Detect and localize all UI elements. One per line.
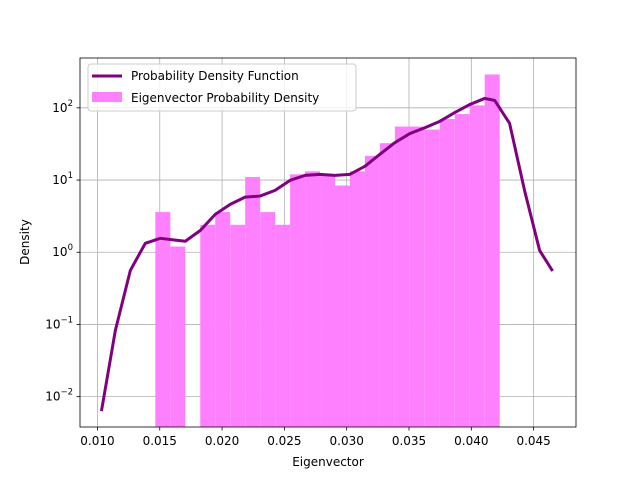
histogram-bar <box>335 185 350 427</box>
histogram-bar <box>394 126 410 427</box>
histogram-bar <box>170 246 186 427</box>
x-tick-label: 0.045 <box>516 434 550 448</box>
y-tick-exponent: 0 <box>68 243 73 253</box>
y-tick-label: 100 <box>52 243 73 259</box>
y-tick-base: 10 <box>45 390 60 404</box>
y-tick-base: 10 <box>52 245 67 259</box>
histogram-bar <box>230 224 246 427</box>
y-axis-label: Density <box>18 219 32 265</box>
histogram-bar <box>409 126 425 427</box>
y-tick-base: 10 <box>52 101 67 115</box>
x-tick-label: 0.040 <box>454 434 488 448</box>
histogram-bar <box>379 143 395 428</box>
x-tick-label: 0.025 <box>267 434 301 448</box>
histogram-bar <box>439 119 455 427</box>
axes-frame <box>79 57 577 428</box>
histogram-bar <box>215 212 231 427</box>
histogram-bar <box>364 155 380 427</box>
legend-box <box>87 63 357 112</box>
histogram-bar <box>200 224 216 427</box>
y-tick-exponent: 1 <box>68 171 73 181</box>
histogram-bar <box>290 174 306 427</box>
y-tick-label: 10−2 <box>45 388 73 404</box>
y-tick-label: 101 <box>52 171 73 187</box>
histogram-bar <box>454 114 470 427</box>
x-tick-label: 0.035 <box>392 434 426 448</box>
histogram-bar <box>484 74 500 428</box>
y-tick-exponent: 2 <box>68 99 73 109</box>
x-tick-label: 0.020 <box>205 434 239 448</box>
histogram-bar <box>305 171 321 427</box>
x-axis-label: Eigenvector <box>292 455 364 469</box>
histogram-bar <box>349 171 365 427</box>
y-tick-base: 10 <box>45 317 60 331</box>
x-tick-label: 0.015 <box>143 434 177 448</box>
y-tick-label: 102 <box>52 99 73 115</box>
y-tick-label: 10−1 <box>45 315 73 331</box>
histogram-bar <box>245 177 261 427</box>
histogram-bar <box>320 174 336 427</box>
y-tick-exponent: −1 <box>60 315 73 325</box>
histogram-bar <box>424 129 440 427</box>
legend-patch <box>92 92 122 102</box>
x-tick-label: 0.010 <box>80 434 114 448</box>
histogram-bar <box>260 212 276 427</box>
y-tick-exponent: −2 <box>60 388 73 398</box>
legend-label: Probability Density Function <box>131 69 299 83</box>
histogram-bar <box>469 105 485 427</box>
histogram-bar <box>155 212 171 427</box>
legend-label: Eigenvector Probability Density <box>131 91 319 105</box>
density-line <box>99 96 554 412</box>
histogram-bar <box>275 224 291 427</box>
y-tick-base: 10 <box>52 173 67 187</box>
x-tick-label: 0.030 <box>330 434 364 448</box>
